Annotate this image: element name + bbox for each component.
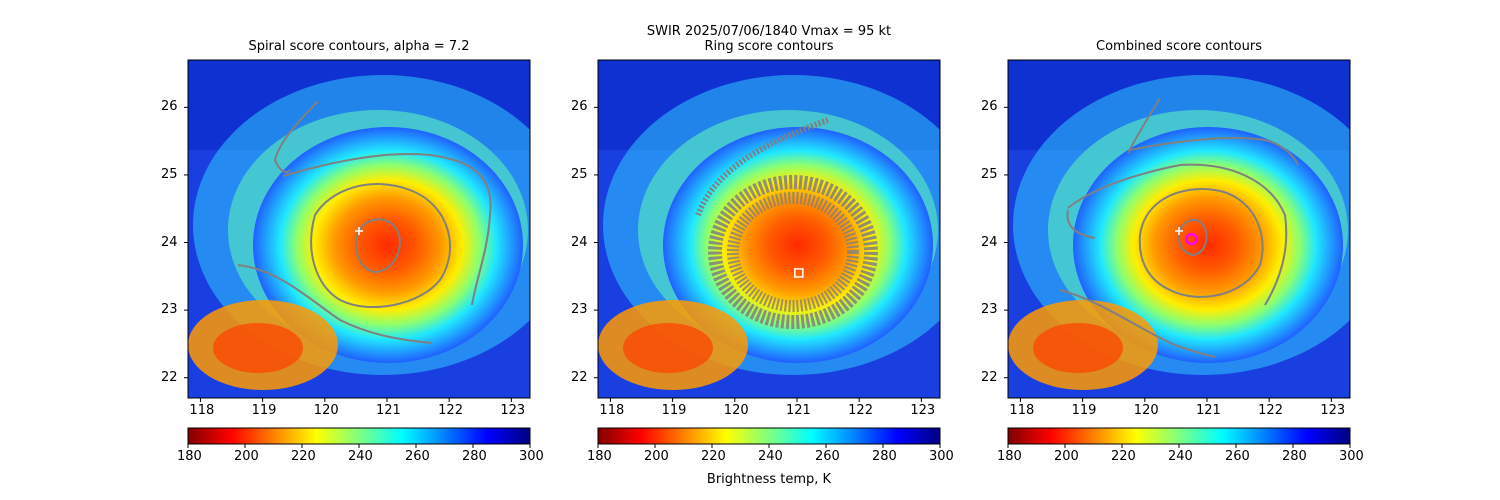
x-tick-label: 121 [785,403,811,418]
score-contour [1059,289,1216,358]
x-tick-label: 121 [375,403,401,418]
colorbar-tick-label: 220 [1111,449,1136,464]
x-tick-label: 122 [438,403,463,418]
axes-frame [187,59,531,399]
score-contour [1067,163,1288,306]
y-tick-label: 24 [571,234,588,250]
storm-core [1073,127,1343,363]
score-contour [1127,97,1161,154]
y-tick-label: 25 [161,166,178,182]
x-tick-label: 123 [500,403,526,418]
colorbar-tick-label: 260 [405,449,430,464]
score-contour [1177,219,1208,257]
colorbar-tick-label: 200 [644,449,669,464]
x-tick-label: 120 [313,403,339,418]
panel-3-title: Combined score contours [1096,39,1262,54]
heatmap-panel-3 [1008,60,1350,398]
ring-center-marker [794,268,804,278]
x-tick-label: 120 [723,403,749,418]
x-tick-label: 123 [910,403,936,418]
sw-cloud-patch-core [1033,323,1123,373]
x-tick-label: 118 [599,403,625,418]
y-tick-label: 26 [981,99,998,115]
x-tick-label: 119 [661,403,687,418]
figure-suptitle: SWIR 2025/07/06/1840 Vmax = 95 kt [646,24,892,39]
colorbar-tick-label: 180 [587,449,612,464]
colorbar-tick-label: 180 [997,449,1022,464]
score-contour [1066,209,1096,239]
storm-core [253,127,523,363]
x-tick-label: 119 [1071,403,1097,418]
colorbar-tick-label: 240 [758,449,783,464]
score-contour [1129,137,1299,166]
colorbar-3 [1007,427,1351,445]
x-tick-label: 121 [1195,403,1221,418]
colorbar-tick-label: 180 [177,449,202,464]
ring-contour-inner [727,192,859,312]
y-tick-label: 26 [161,99,178,115]
y-tick-label: 25 [981,166,998,182]
ring-contour-band [708,175,878,329]
colorbar-tick-label: 280 [462,449,487,464]
colorbar-tick-label: 200 [234,449,259,464]
x-tick-label: 119 [251,403,277,418]
sw-cloud-patch-core [623,323,713,373]
y-tick-label: 22 [571,369,588,385]
colorbar-tick-label: 260 [815,449,840,464]
x-tick-label: 120 [1133,403,1159,418]
first-guess-marker [355,227,363,236]
x-tick-label: 118 [1009,403,1035,418]
colorbar-tick-label: 220 [291,449,316,464]
colorbar-tick-label: 280 [1282,449,1307,464]
storm-core [663,127,933,363]
colorbar-tick-label: 200 [1054,449,1079,464]
colorbar-tick-label: 260 [1225,449,1250,464]
colorbar-tick-label: 300 [929,449,954,464]
y-tick-label: 24 [981,234,998,250]
axes-frame [1007,59,1351,399]
panel-2-title: Ring score contours [704,39,834,54]
x-tick-label: 123 [1320,403,1346,418]
colorbar-tick-label: 300 [519,449,544,464]
y-tick-label: 23 [161,302,178,318]
colorbar-tick-label: 220 [701,449,726,464]
colorbar-tick-label: 300 [1339,449,1364,464]
score-contour [355,218,401,274]
x-tick-label: 118 [189,403,215,418]
score-contour [310,183,451,308]
heatmap-panel-1 [188,60,530,398]
colorbar-tick-label: 280 [872,449,897,464]
panel-1-title: Spiral score contours, alpha = 7.2 [248,39,470,54]
score-contour [273,100,319,174]
score-contour [282,153,492,306]
score-contour [237,264,433,344]
first-guess-marker [1175,227,1183,236]
y-tick-label: 23 [981,302,998,318]
colorbar-2 [597,427,941,445]
sw-cloud-patch-core [213,323,303,373]
combined-center-marker [1185,232,1198,246]
y-tick-label: 22 [981,369,998,385]
y-tick-label: 26 [571,99,588,115]
colorbar-tick-label: 240 [1168,449,1193,464]
colorbar-tick-label: 240 [348,449,373,464]
axes-frame [597,59,941,399]
y-tick-label: 23 [571,302,588,318]
colorbar-label: Brightness temp, K [706,472,832,487]
x-tick-label: 122 [1258,403,1283,418]
score-contour [1138,188,1264,298]
x-tick-label: 122 [848,403,873,418]
y-tick-label: 22 [161,369,178,385]
ring-contour-arm [695,117,830,217]
y-tick-label: 24 [161,234,178,250]
y-tick-label: 25 [571,166,588,182]
colorbar-1 [187,427,531,445]
heatmap-panel-2 [598,60,940,398]
